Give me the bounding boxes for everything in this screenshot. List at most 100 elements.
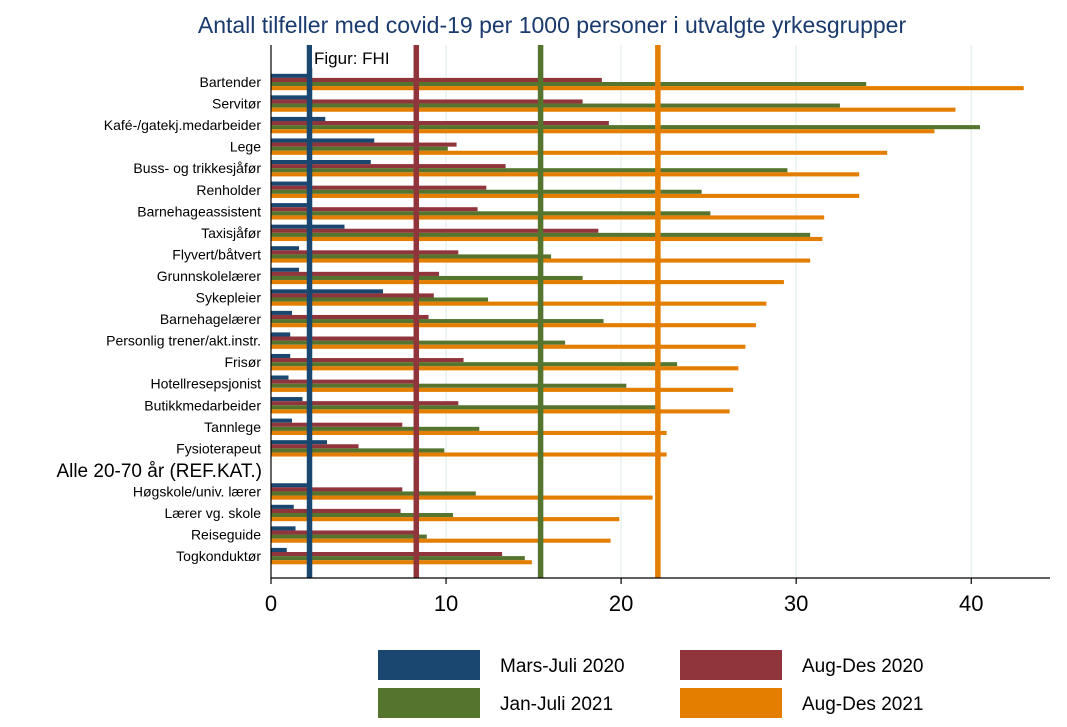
legend-label-jan-juli-2021: Jan-Juli 2021 xyxy=(500,694,613,715)
bar-mars-juli-2020-barnehagel-rer xyxy=(271,310,293,315)
bar-jan-juli-2021-reiseguide xyxy=(271,534,427,539)
category-label-taxisjaf-r: Taxisjåfør xyxy=(201,225,261,241)
x-tick-label: 0 xyxy=(265,591,277,616)
category-label-reiseguide: Reiseguide xyxy=(191,527,261,543)
annotation-background xyxy=(312,44,398,68)
legend-label-mars-juli-2020: Mars-Juli 2020 xyxy=(500,656,625,677)
bar-aug-des-2020-togkondukt-r xyxy=(271,552,503,557)
reference-lines xyxy=(306,45,661,578)
bar-aug-des-2021-sykepleier xyxy=(271,301,767,306)
bar-mars-juli-2020-kafe-gatekj-medarbeider xyxy=(271,116,326,121)
category-label-hotellresepsjonist: Hotellresepsjonist xyxy=(151,376,262,392)
bar-jan-juli-2021-butikkmedarbeider xyxy=(271,405,658,410)
bar-mars-juli-2020-fysioterapeut xyxy=(271,440,328,445)
bar-aug-des-2020-buss-og-trikkesjaf-r xyxy=(271,164,506,169)
category-label-h-gskole-univ-l-rer: Høgskole/univ. lærer xyxy=(133,483,261,499)
bar-aug-des-2020-kafe-gatekj-medarbeider xyxy=(271,121,609,126)
category-label-alle-20-70-ar-ref-kat: Alle 20-70 år (REF.KAT.) xyxy=(56,461,262,482)
bar-mars-juli-2020-h-gskole-univ-l-rer xyxy=(271,483,310,488)
bar-jan-juli-2021-renholder xyxy=(271,189,702,194)
category-label-kafe-gatekj-medarbeider: Kafé-/gatekj.medarbeider xyxy=(104,117,262,133)
bar-jan-juli-2021-fris-r xyxy=(271,362,678,367)
x-tick-label: 20 xyxy=(609,591,633,616)
category-label-fris-r: Frisør xyxy=(224,354,261,370)
legend-swatch-aug-des-2020 xyxy=(680,650,782,680)
bar-aug-des-2020-flyvert-batvert xyxy=(271,250,459,255)
bar-aug-des-2020-servit-r xyxy=(271,99,583,104)
category-labels: Bartender Servitør Kafé-/gatekj.medarbeide… xyxy=(56,74,262,564)
category-label-renholder: Renholder xyxy=(196,182,261,198)
bars xyxy=(271,73,1024,565)
gridlines xyxy=(445,45,972,578)
bar-aug-des-2020-sykepleier xyxy=(271,293,434,298)
bar-aug-des-2020-taxisjaf-r xyxy=(271,228,599,233)
bar-aug-des-2021-l-rer-vg-skole xyxy=(271,517,620,522)
category-label-grunnskolel-rer: Grunnskolelærer xyxy=(157,268,262,284)
bar-aug-des-2021-taxisjaf-r xyxy=(271,236,823,242)
bar-mars-juli-2020-l-rer-vg-skole xyxy=(271,504,294,509)
bar-aug-des-2020-hotellresepsjonist xyxy=(271,379,419,384)
bar-mars-juli-2020-flyvert-batvert xyxy=(271,246,300,251)
bar-jan-juli-2021-flyvert-batvert xyxy=(271,254,552,259)
bar-mars-juli-2020-hotellresepsjonist xyxy=(271,375,289,380)
bar-aug-des-2020-tannlege xyxy=(271,422,403,427)
bar-aug-des-2021-lege xyxy=(271,150,888,155)
bar-aug-des-2021-togkondukt-r xyxy=(271,560,532,565)
category-label-tannlege: Tannlege xyxy=(204,419,261,435)
bar-mars-juli-2020-fris-r xyxy=(271,353,291,359)
legend: Mars-Juli 2020 Aug-Des 2020 Jan-Juli 2021 A… xyxy=(378,650,923,718)
bar-aug-des-2021-kafe-gatekj-medarbeider xyxy=(271,129,935,134)
category-label-sykepleier: Sykepleier xyxy=(196,290,262,306)
bar-mars-juli-2020-personlig-trener-akt-instr xyxy=(271,332,291,337)
bar-aug-des-2021-butikkmedarbeider xyxy=(271,409,730,414)
x-tick-label: 40 xyxy=(959,591,983,616)
bar-aug-des-2021-grunnskolel-rer xyxy=(271,280,784,285)
bar-jan-juli-2021-fysioterapeut xyxy=(271,448,445,453)
bar-aug-des-2021-servit-r xyxy=(271,107,956,112)
bar-jan-juli-2021-l-rer-vg-skole xyxy=(271,513,454,518)
bar-jan-juli-2021-togkondukt-r xyxy=(271,556,525,561)
bar-mars-juli-2020-reiseguide xyxy=(271,526,296,531)
figure-source-annotation: Figur: FHI xyxy=(314,49,390,68)
legend-swatch-mars-juli-2020 xyxy=(378,650,480,680)
x-tick-label: 30 xyxy=(784,591,808,616)
legend-swatch-aug-des-2021 xyxy=(680,688,782,718)
bar-aug-des-2020-barnehageassistent xyxy=(271,207,478,212)
bar-aug-des-2021-fris-r xyxy=(271,366,739,371)
bar-aug-des-2021-renholder xyxy=(271,193,860,198)
bar-aug-des-2020-personlig-trener-akt-instr xyxy=(271,336,419,341)
bar-jan-juli-2021-lege xyxy=(271,146,448,151)
bar-mars-juli-2020-sykepleier xyxy=(271,289,384,294)
bar-aug-des-2020-barnehagel-rer xyxy=(271,314,429,320)
bar-mars-juli-2020-servit-r xyxy=(271,95,308,100)
bar-mars-juli-2020-renholder xyxy=(271,181,312,186)
bar-jan-juli-2021-sykepleier xyxy=(271,297,489,302)
category-label-barnehagel-rer: Barnehagelærer xyxy=(160,311,262,327)
bar-aug-des-2020-fris-r xyxy=(271,358,464,363)
bar-mars-juli-2020-tannlege xyxy=(271,418,293,423)
category-label-servit-r: Servitør xyxy=(212,96,261,112)
bar-jan-juli-2021-hotellresepsjonist xyxy=(271,383,627,388)
category-label-butikkmedarbeider: Butikkmedarbeider xyxy=(144,397,261,413)
category-label-barnehageassistent: Barnehageassistent xyxy=(137,203,261,219)
bar-aug-des-2021-tannlege xyxy=(271,430,667,435)
bar-mars-juli-2020-buss-og-trikkesjaf-r xyxy=(271,160,371,165)
bar-aug-des-2021-reiseguide xyxy=(271,538,611,543)
bar-aug-des-2021-personlig-trener-akt-instr xyxy=(271,344,746,349)
category-label-bartender: Bartender xyxy=(200,74,262,90)
bar-aug-des-2020-reiseguide xyxy=(271,530,417,535)
bar-mars-juli-2020-barnehageassistent xyxy=(271,203,312,208)
bar-jan-juli-2021-barnehageassistent xyxy=(271,211,711,216)
legend-swatch-jan-juli-2021 xyxy=(378,688,480,718)
bar-aug-des-2021-barnehageassistent xyxy=(271,215,825,220)
bar-jan-juli-2021-kafe-gatekj-medarbeider xyxy=(271,125,980,130)
bar-aug-des-2020-lege xyxy=(271,142,457,147)
bar-jan-juli-2021-barnehagel-rer xyxy=(271,319,604,324)
x-tick-label: 10 xyxy=(434,591,458,616)
bar-aug-des-2020-grunnskolel-rer xyxy=(271,271,440,276)
chart-title: Antall tilfeller med covid-19 per 1000 p… xyxy=(198,12,907,38)
bar-aug-des-2021-bartender xyxy=(271,86,1024,91)
legend-label-aug-des-2021: Aug-Des 2021 xyxy=(802,694,923,715)
legend-label-aug-des-2020: Aug-Des 2020 xyxy=(802,656,923,677)
